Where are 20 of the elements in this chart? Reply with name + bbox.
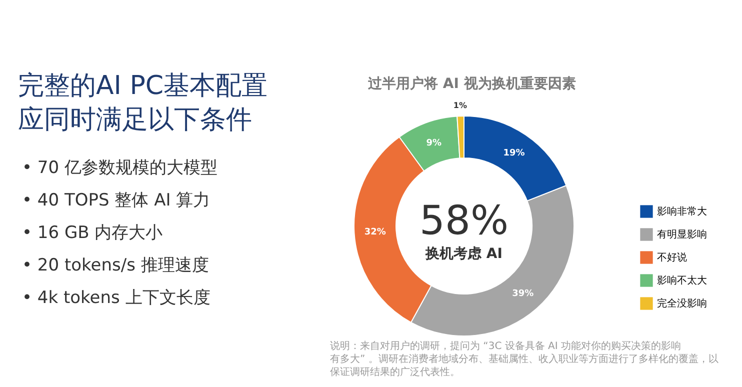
legend-label: 影响非常大 — [657, 206, 707, 218]
text: • 40 TOPS 整体 AI 算力 — [22, 190, 210, 210]
legend-label: 有明显影响 — [657, 228, 707, 240]
text: • 20 tokens/s 推理速度 — [22, 256, 209, 276]
legend-label: 不好说 — [657, 252, 687, 264]
data-label: 1% — [453, 101, 468, 110]
text: • 16 GB 内存大小 — [22, 223, 163, 243]
chart-subtitle: 过半用户将 AI 视为换机重要因素 — [367, 75, 576, 92]
legend-label: 影响不太大 — [657, 274, 707, 286]
text: • 4k tokens 上下文长度 — [22, 288, 210, 308]
data-label: 39% — [512, 288, 534, 299]
data-label: 32% — [364, 228, 386, 238]
text: • 70 亿参数规模的大模型 — [22, 158, 218, 178]
text: 58% — [420, 198, 508, 244]
text: 说明：来自对用户的调研，提问为 “3C 设备具备 AI 功能对你的购买决策的影响有多大” 。调研在消费者地域分布、基础属性、收入职业等方面进行了多样化的覆盖，以保证调研结果的广泛代表性。 — [330, 340, 718, 378]
legend-label: 完全没影响 — [657, 298, 707, 310]
data-label: 9% — [426, 138, 442, 148]
text: 换机考虑 AI — [424, 246, 502, 262]
data-label: 19% — [503, 148, 525, 158]
text: 完整的AI PC基本配置应同时满足以下条件 — [18, 71, 268, 135]
